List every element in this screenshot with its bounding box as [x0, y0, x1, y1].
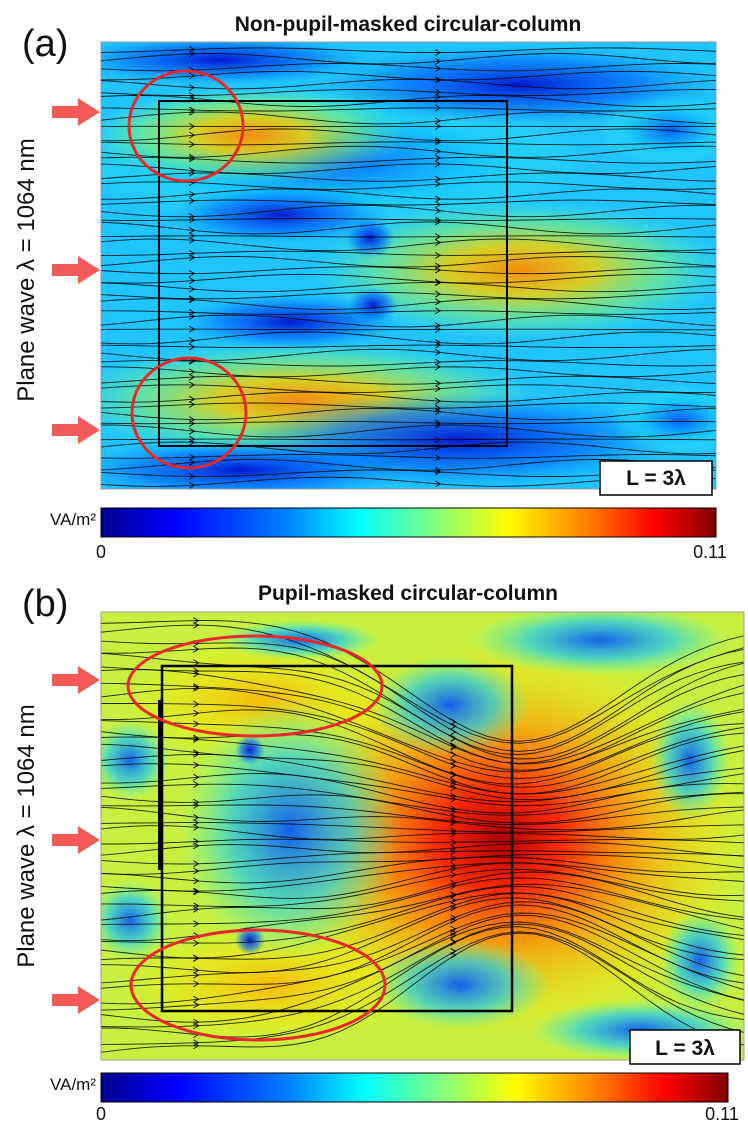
incident-arrows — [52, 666, 100, 1014]
streamlines — [101, 45, 716, 489]
streamlines — [101, 617, 744, 1053]
incident-arrow-3 — [52, 416, 100, 444]
length-label: L = 3λ — [655, 1037, 715, 1060]
panel-label: (b) — [22, 583, 68, 625]
panel-b: (b) Pupil-masked circular-column Plane w… — [13, 582, 745, 1124]
highlight-ellipse-top — [126, 634, 384, 738]
colorbar: VA/m² 0 0.11 — [50, 507, 727, 562]
highlight-ellipse-bottom — [130, 356, 248, 470]
colorbar-scale — [100, 507, 717, 538]
highlight-ellipse-top — [127, 69, 245, 183]
panel-title: Non-pupil-masked circular-column — [235, 13, 582, 36]
y-axis-label: Plane wave λ = 1064 nm — [13, 704, 40, 968]
incident-arrow-3 — [52, 986, 100, 1014]
panel-a: (a) Non-pupil-masked circular-column Pla… — [13, 13, 727, 562]
incident-arrow-1 — [52, 666, 100, 694]
colorbar-unit: VA/m² — [50, 510, 96, 529]
column-boundary — [158, 100, 508, 447]
highlight-ellipse-bottom — [129, 928, 387, 1042]
y-axis-label: Plane wave λ = 1064 nm — [13, 138, 40, 402]
map-frame — [100, 611, 745, 1061]
panel-label: (a) — [22, 23, 68, 65]
colorbar: VA/m² 0 0.11 — [50, 1072, 739, 1124]
map-frame — [100, 41, 717, 490]
length-label: L = 3λ — [626, 467, 686, 490]
field-map — [101, 42, 716, 489]
incident-arrow-2 — [52, 826, 100, 854]
length-label-box — [599, 460, 713, 496]
colorbar-unit: VA/m² — [50, 1075, 96, 1094]
incident-arrow-1 — [52, 98, 100, 126]
colorbar-min-label: 0 — [96, 542, 106, 562]
incident-arrow-2 — [52, 256, 100, 284]
colorbar-scale — [100, 1072, 729, 1103]
length-label-box — [629, 1029, 741, 1065]
colorbar-max-label: 0.11 — [693, 542, 727, 562]
incident-arrows — [52, 98, 100, 444]
colorbar-min-label: 0 — [96, 1104, 106, 1124]
panel-title: Pupil-masked circular-column — [258, 582, 558, 605]
colorbar-max-label: 0.11 — [705, 1104, 739, 1124]
field-map — [101, 612, 744, 1060]
